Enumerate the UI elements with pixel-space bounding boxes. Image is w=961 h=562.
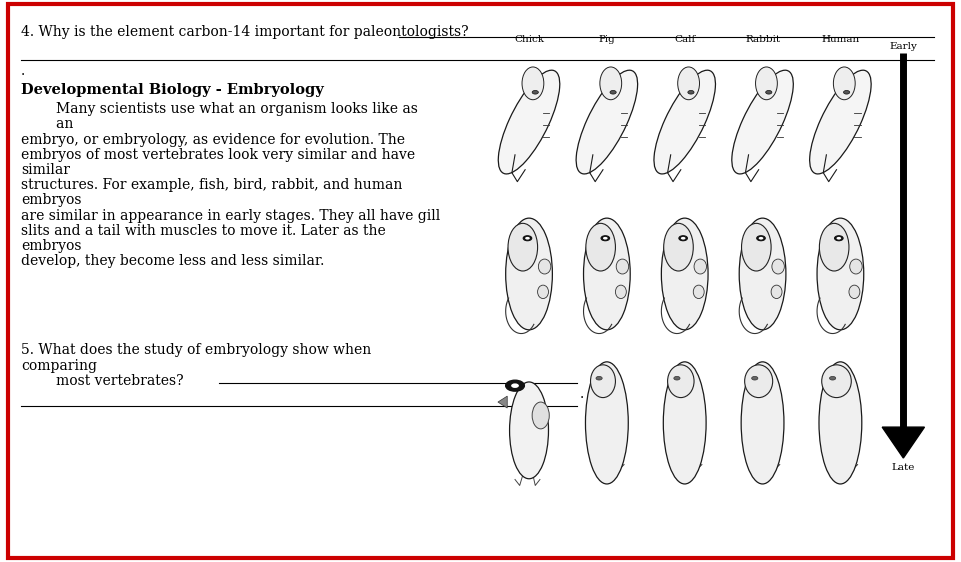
Circle shape — [752, 377, 758, 380]
Ellipse shape — [772, 259, 784, 274]
Text: embryo, or embryology, as evidence for evolution. The: embryo, or embryology, as evidence for e… — [21, 133, 406, 147]
Ellipse shape — [537, 285, 549, 298]
Ellipse shape — [741, 362, 784, 484]
Text: 4. Why is the element carbon-14 important for paleontologists?: 4. Why is the element carbon-14 importan… — [21, 25, 469, 39]
Circle shape — [678, 235, 687, 241]
Circle shape — [610, 90, 616, 94]
Ellipse shape — [822, 365, 851, 397]
Polygon shape — [498, 396, 507, 408]
Ellipse shape — [755, 67, 777, 99]
Ellipse shape — [577, 70, 637, 174]
Text: 5. What does the study of embryology show when: 5. What does the study of embryology sho… — [21, 343, 371, 357]
Ellipse shape — [654, 70, 715, 174]
Ellipse shape — [616, 259, 628, 274]
Ellipse shape — [678, 67, 700, 99]
Circle shape — [601, 235, 609, 241]
Circle shape — [523, 235, 531, 241]
Circle shape — [844, 90, 850, 94]
Text: structures. For example, fish, bird, rabbit, and human: structures. For example, fish, bird, rab… — [21, 178, 403, 192]
Circle shape — [674, 377, 680, 380]
Circle shape — [834, 235, 843, 241]
Text: slits and a tail with muscles to move it. Later as the: slits and a tail with muscles to move it… — [21, 224, 386, 238]
Circle shape — [756, 235, 765, 241]
Ellipse shape — [505, 218, 553, 330]
Ellipse shape — [771, 285, 782, 298]
Text: an: an — [21, 117, 74, 132]
Ellipse shape — [694, 259, 706, 274]
Ellipse shape — [742, 223, 771, 271]
Circle shape — [511, 383, 519, 388]
Text: Pig: Pig — [599, 35, 615, 44]
Ellipse shape — [745, 365, 773, 397]
Text: are similar in appearance in early stages. They all have gill: are similar in appearance in early stage… — [21, 209, 440, 223]
Circle shape — [758, 237, 763, 239]
Ellipse shape — [817, 218, 864, 330]
Text: Rabbit: Rabbit — [745, 35, 780, 44]
Text: Many scientists use what an organism looks like as: Many scientists use what an organism loo… — [21, 102, 418, 116]
Ellipse shape — [661, 218, 708, 330]
Text: similar: similar — [21, 163, 70, 177]
Ellipse shape — [693, 285, 704, 298]
Circle shape — [505, 380, 525, 391]
Circle shape — [688, 90, 694, 94]
Ellipse shape — [850, 259, 862, 274]
Ellipse shape — [600, 67, 622, 99]
Text: most vertebrates?: most vertebrates? — [21, 374, 184, 388]
Text: embryos: embryos — [21, 193, 82, 207]
Ellipse shape — [820, 223, 849, 271]
Ellipse shape — [849, 285, 860, 298]
Ellipse shape — [532, 402, 550, 429]
Text: comparing: comparing — [21, 359, 97, 373]
Ellipse shape — [585, 362, 628, 484]
Text: Human: Human — [822, 35, 859, 44]
Ellipse shape — [509, 382, 549, 479]
Ellipse shape — [668, 365, 694, 397]
Ellipse shape — [583, 218, 630, 330]
Circle shape — [680, 237, 685, 239]
Text: Chick: Chick — [514, 35, 544, 44]
Circle shape — [603, 237, 607, 239]
Ellipse shape — [739, 218, 786, 330]
Text: Late: Late — [892, 463, 915, 472]
Ellipse shape — [522, 67, 544, 99]
Circle shape — [532, 90, 538, 94]
Ellipse shape — [508, 223, 537, 271]
Circle shape — [766, 90, 772, 94]
Text: Developmental Biology - Embryology: Developmental Biology - Embryology — [21, 83, 324, 97]
Text: embryos: embryos — [21, 239, 82, 253]
Ellipse shape — [499, 70, 559, 174]
Text: Calf: Calf — [674, 35, 696, 44]
Ellipse shape — [586, 223, 615, 271]
Ellipse shape — [590, 365, 615, 397]
Text: embryos of most vertebrates look very similar and have: embryos of most vertebrates look very si… — [21, 148, 415, 162]
Ellipse shape — [819, 362, 862, 484]
Ellipse shape — [732, 70, 793, 174]
Circle shape — [525, 237, 530, 239]
Circle shape — [596, 377, 603, 380]
Ellipse shape — [663, 362, 706, 484]
Ellipse shape — [615, 285, 627, 298]
Text: .: . — [579, 387, 583, 401]
Text: .: . — [21, 64, 25, 78]
Polygon shape — [882, 427, 924, 458]
Ellipse shape — [664, 223, 693, 271]
Text: Early: Early — [889, 42, 918, 51]
Text: develop, they become less and less similar.: develop, they become less and less simil… — [21, 254, 325, 268]
Ellipse shape — [810, 70, 871, 174]
Circle shape — [829, 377, 836, 380]
Ellipse shape — [538, 259, 551, 274]
Ellipse shape — [833, 67, 855, 99]
Circle shape — [836, 237, 841, 239]
